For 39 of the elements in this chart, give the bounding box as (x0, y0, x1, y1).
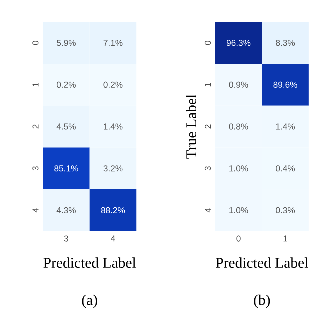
data-label: 0.4% (276, 166, 296, 172)
data-label: 8.3% (276, 40, 296, 46)
data-label: 89.6% (274, 82, 298, 88)
y-tick-label: 1 (32, 82, 39, 87)
y-tick-label: 0 (32, 41, 39, 46)
data-label: 88.2% (101, 207, 126, 214)
data-label: 7.1% (104, 40, 123, 46)
data-label: 96.3% (226, 40, 251, 46)
data-label: 0.2% (104, 82, 123, 88)
data-label: 0.9% (229, 82, 248, 88)
x-axis-title: Predicted Label (44, 258, 136, 268)
data-label: 1.4% (104, 124, 123, 130)
data-label: 3.2% (104, 166, 123, 172)
text: (b) (254, 294, 270, 308)
y-tick-label: 4 (205, 208, 212, 213)
data-label: 0.3% (276, 207, 296, 214)
data-label: 4.3% (56, 207, 76, 214)
x-tick-label: 1 (284, 236, 288, 242)
y-tick-label: 1 (205, 82, 212, 87)
y-axis-title: True Label (186, 94, 196, 159)
y-tick-label: 2 (32, 124, 39, 129)
data-label: 0.8% (229, 124, 248, 130)
data-label: 4.5% (56, 124, 76, 130)
data-label: 85.1% (54, 166, 78, 172)
data-label: 1.0% (230, 166, 248, 172)
data-label: 0.2% (56, 82, 76, 88)
text: (a) (82, 294, 98, 308)
y-tick-label: 3 (204, 166, 212, 171)
data-label: 1.4% (276, 124, 296, 130)
y-tick-label: 3 (32, 166, 39, 171)
y-tick-label: 4 (32, 208, 39, 213)
y-tick-label: 2 (205, 124, 212, 129)
x-tick-label: 0 (236, 236, 241, 242)
x-tick-label: 3 (64, 236, 68, 242)
x-tick-label: 4 (111, 236, 116, 242)
x-axis-title: Predicted Label (216, 258, 308, 268)
data-label: 1.0% (230, 207, 248, 214)
data-label: 5.9% (56, 40, 76, 46)
y-tick-label: 0 (204, 41, 212, 46)
